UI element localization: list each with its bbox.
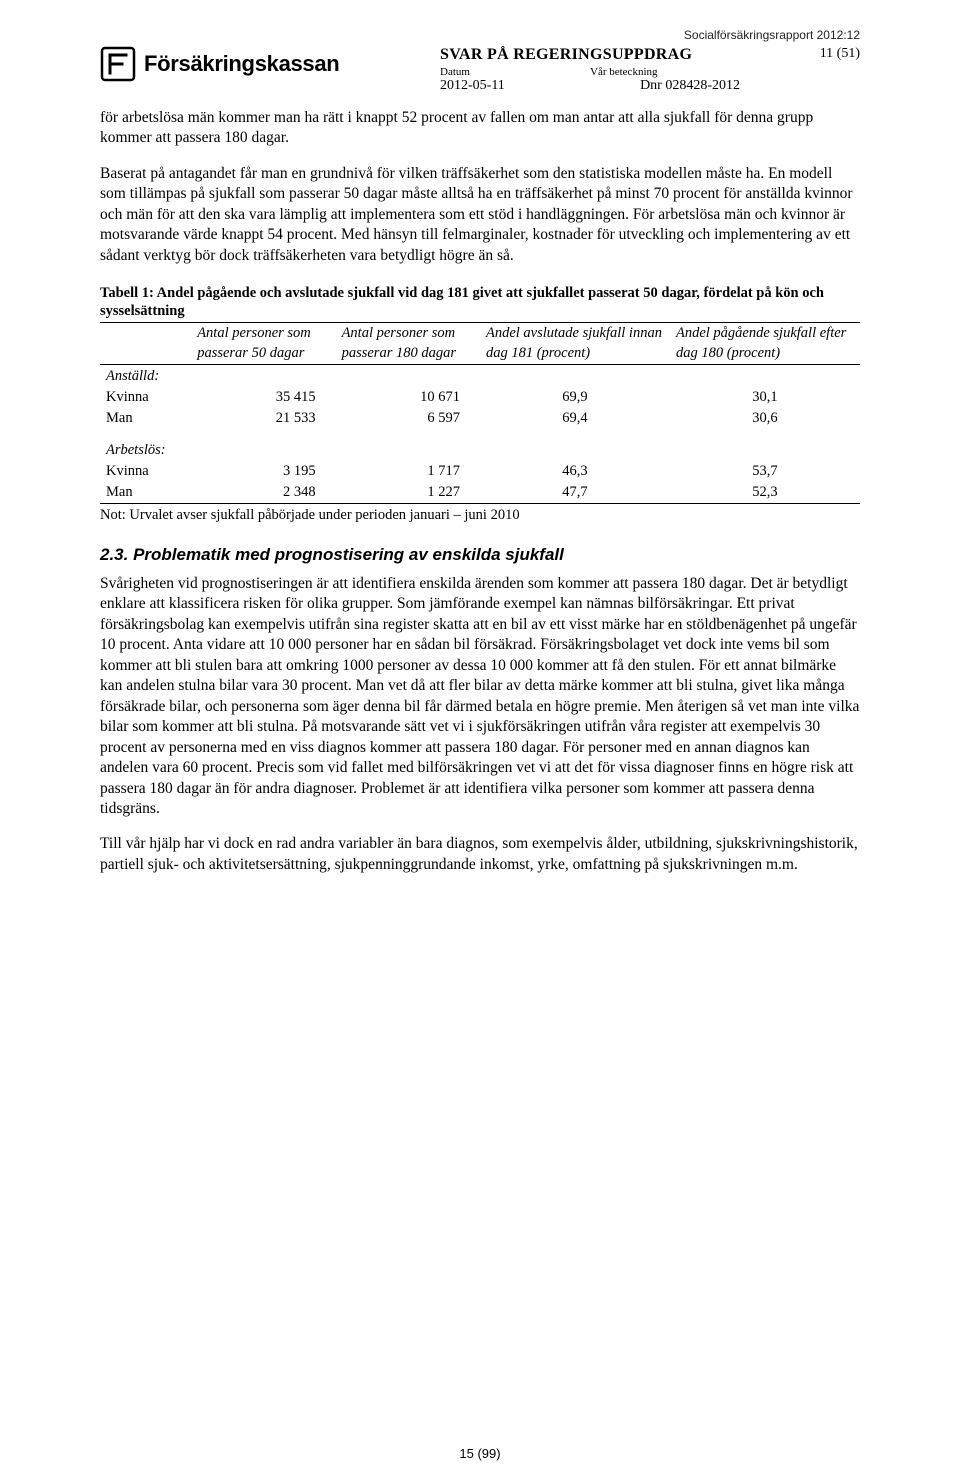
ref-value: Dnr 028428-2012 [640, 78, 740, 94]
table-group-arbetslos: Arbetslös: [100, 429, 860, 461]
logo-block: Försäkringskassan [100, 46, 380, 82]
report-series-header: Socialförsäkringsrapport 2012:12 [100, 28, 860, 42]
page-number-top: 11 (51) [800, 46, 860, 62]
footer-page-number: 15 (99) [0, 1446, 960, 1461]
section-heading-2-3: 2.3. Problematik med prognostisering av … [100, 544, 860, 566]
table-row: Kvinna 35 415 10 671 69,9 30,1 [100, 387, 860, 408]
page-header: Försäkringskassan SVAR PÅ REGERINGSUPPDR… [100, 46, 860, 94]
paragraph-3: Svårigheten vid prognostiseringen är att… [100, 574, 860, 819]
col-header-1: Antal personer som passerar 50 dagar [191, 323, 335, 364]
doc-title: SVAR PÅ REGERINGSUPPDRAG [440, 46, 800, 64]
paragraph-4: Till vår hjälp har vi dock en rad andra … [100, 834, 860, 875]
date-label: Datum [440, 66, 590, 78]
table-note: Not: Urvalet avser sjukfall påbörjade un… [100, 506, 860, 525]
ref-label: Vår beteckning [590, 66, 740, 78]
forsakringskassan-logo-icon [100, 46, 136, 82]
date-value: 2012-05-11 [440, 78, 505, 94]
document-page: Socialförsäkringsrapport 2012:12 Försäkr… [0, 0, 960, 1481]
col-header-3: Andel avslutade sjukfall innan dag 181 (… [480, 323, 670, 364]
data-table: Antal personer som passerar 50 dagar Ant… [100, 322, 860, 504]
paragraph-2: Baserat på antagandet får man en grundni… [100, 164, 860, 266]
col-header-2: Antal personer som passerar 180 dagar [336, 323, 480, 364]
body-text: för arbetslösa män kommer man ha rätt i … [100, 108, 860, 875]
title-block: SVAR PÅ REGERINGSUPPDRAG Datum Vår betec… [380, 46, 800, 94]
table-group-anstalld: Anställd: [100, 364, 860, 387]
paragraph-1: för arbetslösa män kommer man ha rätt i … [100, 108, 860, 149]
col-header-4: Andel pågående sjukfall efter dag 180 (p… [670, 323, 860, 364]
table-row: Man 21 533 6 597 69,4 30,6 [100, 408, 860, 429]
table-row: Man 2 348 1 227 47,7 52,3 [100, 482, 860, 504]
table-caption: Tabell 1: Andel pågående och avslutade s… [100, 284, 860, 320]
table-row: Kvinna 3 195 1 717 46,3 53,7 [100, 461, 860, 482]
logo-text: Försäkringskassan [144, 51, 339, 77]
